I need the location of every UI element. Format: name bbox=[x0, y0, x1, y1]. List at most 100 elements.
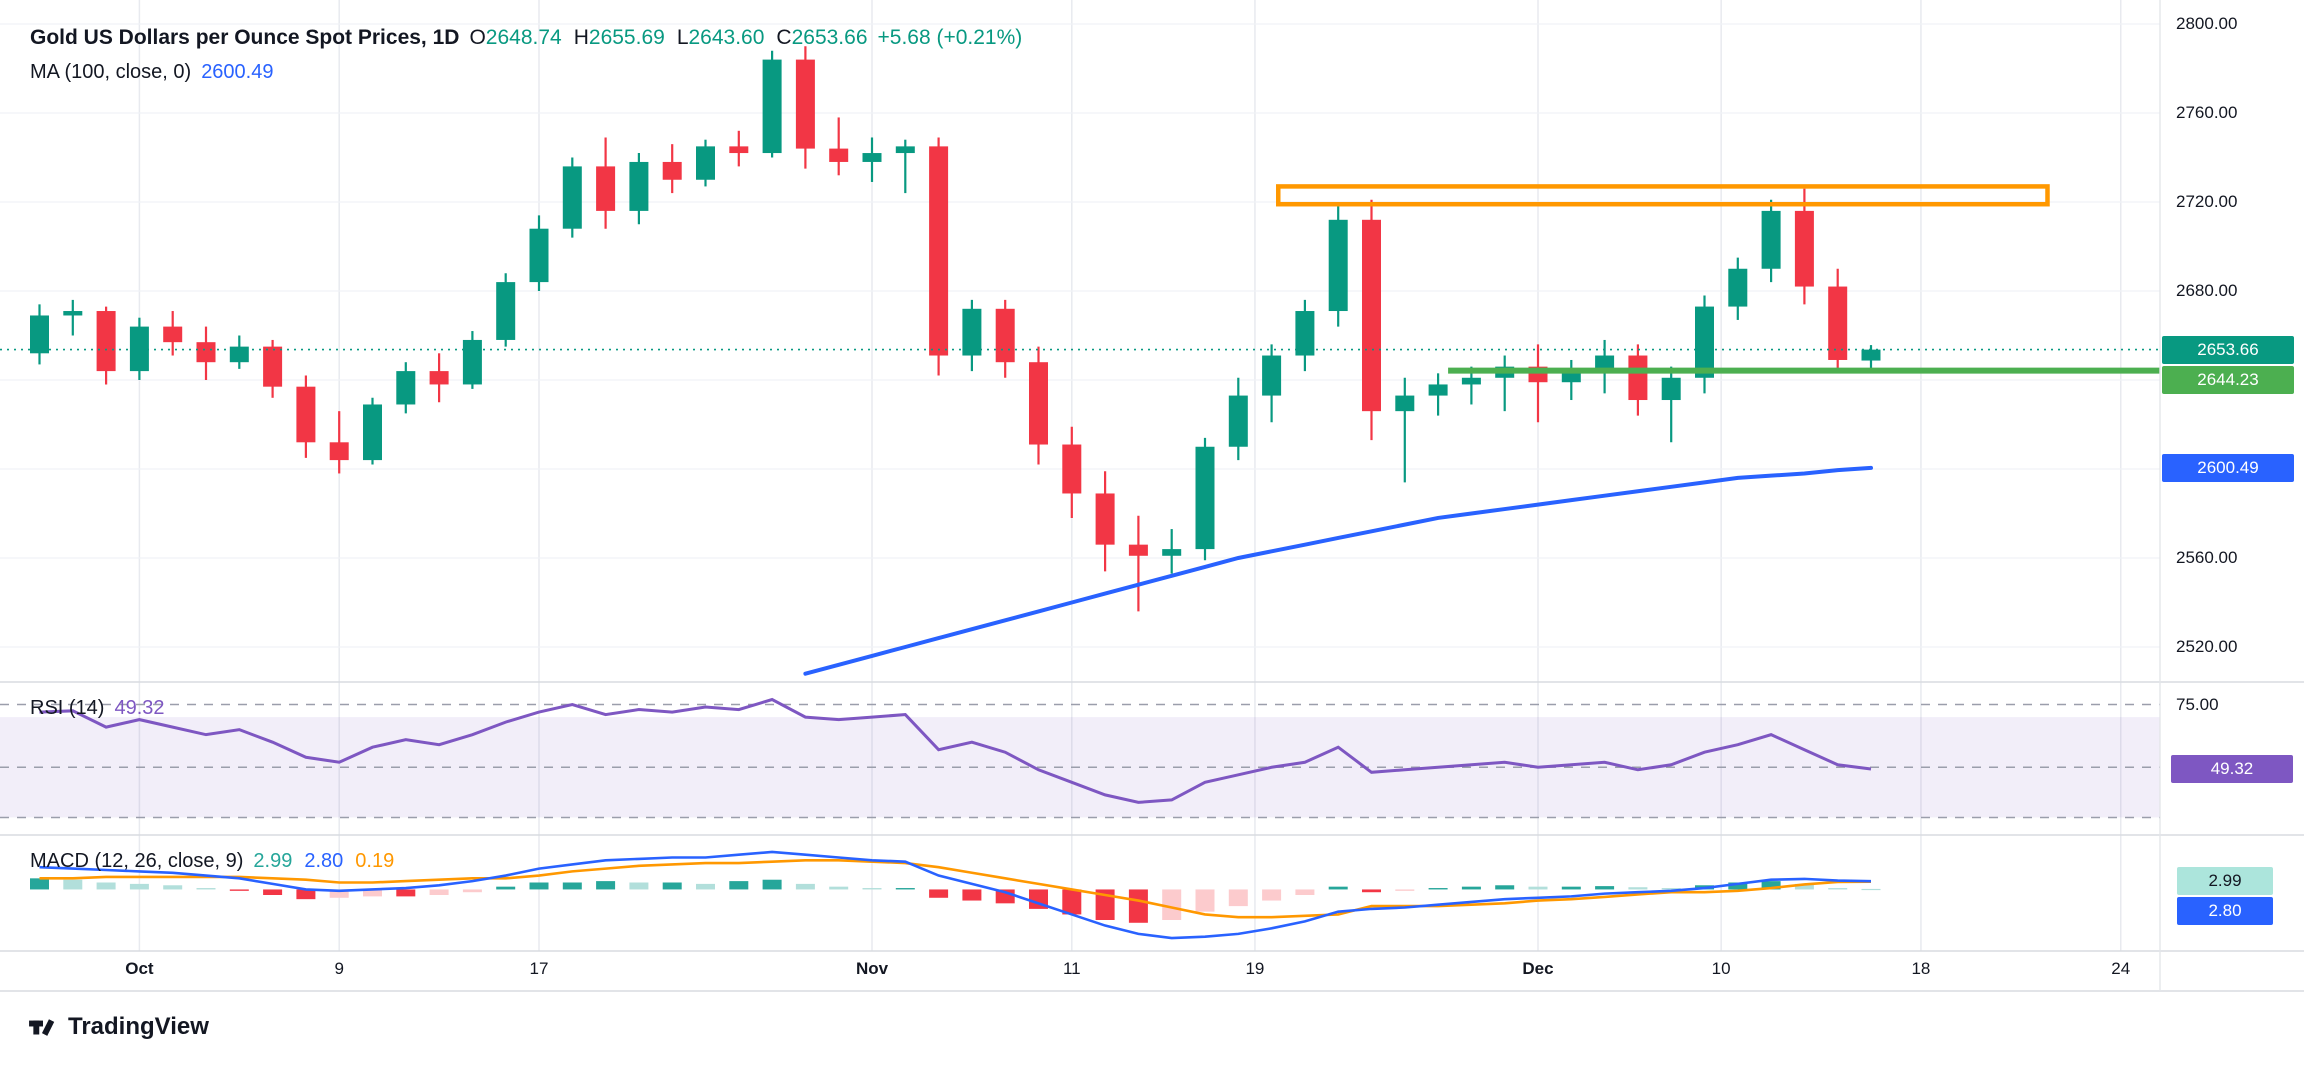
macd-value-badge: 2.99 bbox=[2177, 867, 2273, 896]
candle-body bbox=[196, 342, 216, 363]
macd-histogram-bar bbox=[1062, 889, 1082, 915]
change-value: +5.68 (+0.21%) bbox=[877, 26, 1023, 49]
macd-histogram-bar bbox=[129, 883, 149, 890]
candle-body bbox=[96, 311, 116, 372]
macd-histogram-bar bbox=[1561, 886, 1581, 890]
macd-line[interactable] bbox=[39, 850, 1872, 940]
candle-body bbox=[895, 146, 915, 154]
candle-body bbox=[1728, 268, 1748, 307]
candle-body bbox=[1661, 377, 1681, 401]
price-axis-label: 2520.00 bbox=[2176, 637, 2238, 656]
macd-histogram-bar bbox=[1861, 888, 1881, 891]
macd-histogram-bar bbox=[96, 882, 116, 890]
time-axis-label[interactable]: Nov bbox=[855, 959, 889, 978]
candle-body bbox=[63, 311, 83, 316]
macd-histogram-bar bbox=[795, 883, 815, 890]
macd-histogram-bar bbox=[1228, 889, 1248, 907]
candle-body bbox=[629, 161, 649, 211]
time-axis-label[interactable]: 10 bbox=[1711, 959, 1731, 978]
ma-indicator-label[interactable]: MA (100, close, 0) bbox=[30, 60, 192, 83]
macd-histogram-bar bbox=[696, 883, 715, 890]
candle-body bbox=[1162, 549, 1182, 556]
candle-body bbox=[229, 346, 249, 363]
candle-body bbox=[1029, 362, 1048, 445]
candle-body bbox=[1595, 355, 1615, 372]
time-axis-label[interactable]: 11 bbox=[1062, 959, 1081, 978]
macd-indicator-label[interactable]: MACD (12, 26, close, 9) bbox=[30, 849, 244, 872]
macd-histogram-bar bbox=[596, 881, 616, 890]
macd-signal-line[interactable] bbox=[39, 858, 1872, 919]
macd-histogram-bar bbox=[929, 889, 949, 898]
candle-body bbox=[1295, 311, 1315, 356]
macd-histogram-bar bbox=[1661, 888, 1681, 890]
candle-body bbox=[596, 166, 616, 211]
macd-histogram-bar bbox=[263, 889, 283, 895]
macd-histogram-bar bbox=[1628, 887, 1648, 890]
macd-histogram-bar bbox=[429, 889, 449, 895]
macd-histogram-bar bbox=[1128, 889, 1148, 923]
macd-histogram-bar bbox=[229, 889, 249, 891]
macd-histogram-bar bbox=[1295, 889, 1315, 895]
candle-body bbox=[1228, 395, 1248, 447]
time-axis-label[interactable]: 18 bbox=[1911, 959, 1931, 978]
macd-histogram-bar bbox=[296, 889, 316, 900]
macd-histogram-bar bbox=[729, 881, 749, 890]
macd-histogram-bar bbox=[829, 886, 849, 890]
macd-histogram-bar bbox=[895, 888, 915, 890]
candle-body bbox=[1428, 384, 1448, 396]
rsi-legend: RSI (14) 49.32 bbox=[30, 692, 165, 724]
candle-body bbox=[129, 326, 149, 372]
candle-body bbox=[962, 308, 982, 356]
candle-body bbox=[462, 339, 482, 385]
macd-histogram-bar bbox=[629, 882, 649, 890]
time-axis-label[interactable]: 17 bbox=[529, 959, 549, 978]
price-badge: 2653.66 bbox=[2162, 335, 2294, 364]
candle-body bbox=[1128, 544, 1148, 556]
macd-histogram-bar bbox=[1328, 886, 1348, 890]
candle-body bbox=[1561, 371, 1581, 383]
price-badge: 2600.49 bbox=[2162, 453, 2294, 482]
macd-histogram-bar bbox=[1461, 886, 1481, 890]
candle-body bbox=[662, 161, 682, 180]
candle-body bbox=[163, 326, 183, 343]
candle-body bbox=[729, 146, 749, 154]
candle-body bbox=[1828, 286, 1848, 360]
time-axis-label[interactable]: Oct bbox=[125, 959, 154, 978]
macd-histogram-bar bbox=[1395, 889, 1415, 891]
time-axis-label[interactable]: 19 bbox=[1245, 959, 1265, 978]
ma-indicator-value: 2600.49 bbox=[201, 60, 274, 83]
ohlc-item: C2653.66 bbox=[776, 26, 868, 49]
macd-indicator-values: 2.99 2.80 0.19 bbox=[253, 850, 394, 873]
time-axis-label[interactable]: 9 bbox=[334, 959, 344, 978]
macd-histogram-bar bbox=[462, 889, 482, 893]
resistance-box-drawing[interactable] bbox=[1276, 184, 2050, 207]
macd-histogram-bar bbox=[1262, 889, 1282, 901]
rsi-indicator-label[interactable]: RSI (14) bbox=[30, 696, 105, 719]
rsi-value-badge: 49.32 bbox=[2171, 754, 2293, 783]
ma-100-line[interactable] bbox=[803, 465, 1873, 676]
candle-body bbox=[30, 315, 49, 354]
macd-histogram-bar bbox=[30, 878, 49, 890]
candle-body bbox=[829, 148, 849, 162]
macd-legend-value: 2.80 bbox=[304, 849, 344, 872]
main-legend: Gold US Dollars per Ounce Spot Prices, 1… bbox=[30, 20, 1022, 88]
ohlc-item: H2655.69 bbox=[573, 26, 665, 49]
macd-value-badge: 2.80 bbox=[2177, 897, 2273, 926]
candle-body bbox=[696, 146, 715, 180]
symbol-title[interactable]: Gold US Dollars per Ounce Spot Prices, 1… bbox=[30, 26, 460, 49]
candle-body bbox=[396, 371, 416, 405]
tradingview-logo-text: TradingView bbox=[68, 1013, 209, 1040]
time-axis-label[interactable]: 24 bbox=[2111, 959, 2131, 978]
candle-body bbox=[429, 371, 449, 385]
time-axis-label[interactable]: Dec bbox=[1522, 959, 1554, 978]
candle-body bbox=[1195, 446, 1215, 550]
rsi-indicator-value: 49.32 bbox=[114, 696, 165, 719]
rsi-line[interactable] bbox=[39, 697, 1872, 804]
candle-body bbox=[562, 166, 582, 229]
macd-histogram-bar bbox=[1728, 882, 1748, 890]
macd-legend-value: 0.19 bbox=[355, 849, 395, 872]
macd-histogram-bar bbox=[363, 889, 382, 897]
tradingview-branding[interactable]: TradingView bbox=[28, 1012, 209, 1042]
candle-body bbox=[1062, 444, 1082, 494]
